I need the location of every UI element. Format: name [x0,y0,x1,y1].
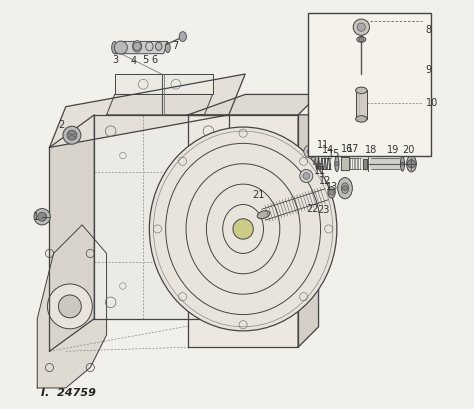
Text: 14: 14 [322,145,334,155]
Circle shape [343,186,347,191]
Ellipse shape [335,156,339,171]
Polygon shape [49,74,245,147]
Ellipse shape [341,183,349,193]
Ellipse shape [257,211,270,219]
Circle shape [63,126,81,144]
Text: 4: 4 [130,56,137,66]
Circle shape [357,23,365,31]
Text: 3: 3 [112,55,118,65]
Text: 12: 12 [319,176,331,186]
Ellipse shape [165,43,170,53]
Ellipse shape [407,155,416,172]
Polygon shape [94,115,229,319]
Circle shape [359,37,364,42]
Ellipse shape [357,36,366,42]
Ellipse shape [146,42,153,51]
Circle shape [407,160,416,168]
Polygon shape [107,94,212,115]
Circle shape [133,42,141,50]
Circle shape [401,162,404,165]
Polygon shape [115,74,212,94]
Text: 20: 20 [402,145,414,155]
Polygon shape [37,225,107,388]
Text: 18: 18 [365,145,377,155]
Polygon shape [363,159,367,169]
Ellipse shape [337,178,352,199]
Ellipse shape [179,31,186,41]
Circle shape [34,209,50,225]
Ellipse shape [356,116,367,122]
Polygon shape [188,115,298,347]
Circle shape [303,173,310,179]
Text: 17: 17 [347,144,359,154]
Text: 5: 5 [142,55,148,65]
Text: 11: 11 [317,140,329,151]
Circle shape [67,130,77,140]
Text: 15: 15 [328,149,340,160]
Polygon shape [340,157,349,170]
Ellipse shape [112,41,118,54]
Circle shape [114,41,128,54]
Ellipse shape [149,127,337,331]
Text: 1: 1 [33,212,39,222]
Text: 11: 11 [314,166,327,176]
Circle shape [353,19,369,35]
Polygon shape [188,94,319,115]
Bar [356,90,367,119]
Ellipse shape [133,40,142,52]
Text: 22: 22 [306,204,319,214]
Ellipse shape [155,42,162,50]
Ellipse shape [401,156,404,171]
Circle shape [328,189,335,195]
Bar [308,13,430,155]
Polygon shape [49,115,94,351]
Circle shape [307,148,314,155]
Text: 13: 13 [326,182,338,192]
Text: 10: 10 [426,98,438,108]
Circle shape [37,212,46,221]
Text: 8: 8 [426,25,432,36]
Circle shape [335,162,339,166]
Circle shape [304,145,317,158]
Text: 21: 21 [253,190,265,200]
Circle shape [58,295,82,318]
Polygon shape [298,115,319,347]
Ellipse shape [328,187,335,198]
Text: 7: 7 [172,40,178,51]
Text: 23: 23 [318,205,330,215]
Text: 16: 16 [341,144,353,154]
Circle shape [233,219,253,239]
Text: 19: 19 [387,145,399,155]
Polygon shape [115,41,168,54]
Text: I.  24759: I. 24759 [41,388,96,398]
Ellipse shape [356,87,367,94]
Text: 6: 6 [151,55,157,65]
Circle shape [47,284,92,329]
Circle shape [300,169,313,182]
Text: 2: 2 [58,120,65,130]
Text: 9: 9 [426,65,432,75]
